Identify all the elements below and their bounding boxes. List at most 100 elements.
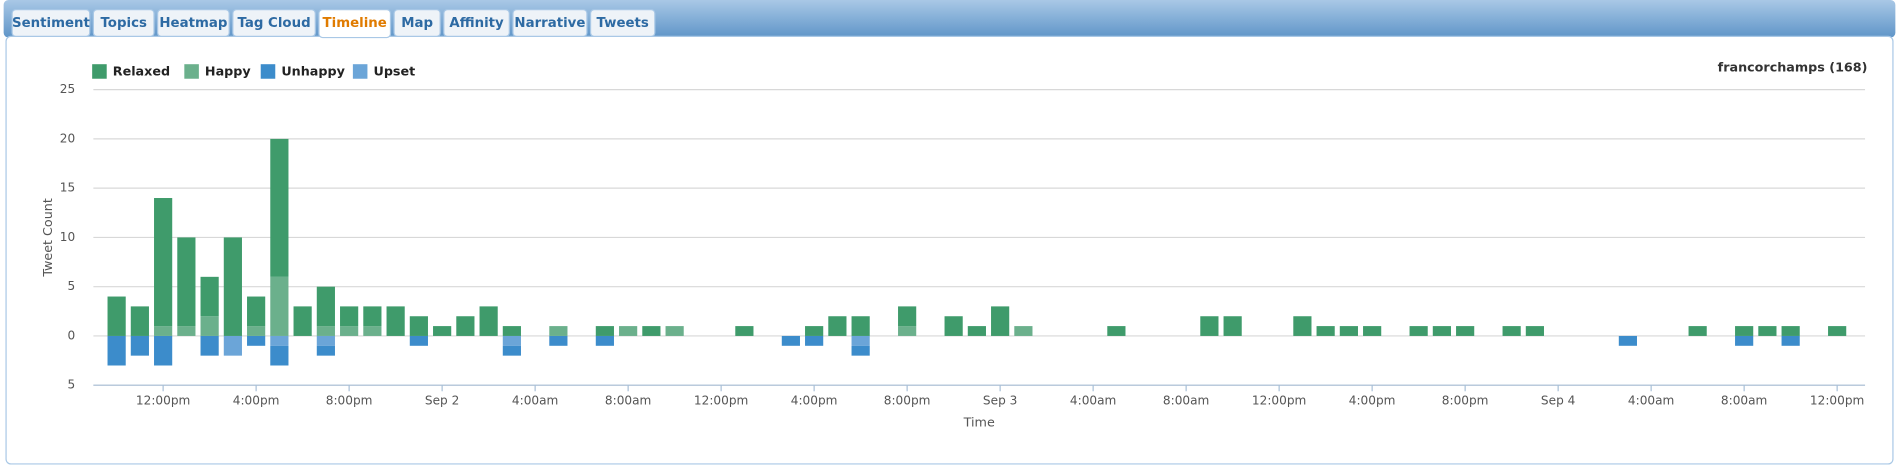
bar-segment <box>1339 326 1358 336</box>
bar-segment <box>1781 326 1800 336</box>
bar-segment <box>1735 326 1754 336</box>
bar-segment <box>502 345 521 356</box>
bar-segment <box>340 326 359 336</box>
x-tick-label: Sep 2 <box>425 393 459 407</box>
bar-segment <box>619 326 638 336</box>
tab[interactable] <box>512 9 588 37</box>
chart-subtitle: francorchamps (168) <box>1718 59 1868 74</box>
bar-segment <box>898 306 917 327</box>
x-tick-label: 4:00pm <box>233 393 280 407</box>
bar-segment <box>316 335 335 346</box>
bar-segment <box>1107 326 1126 336</box>
bar-segment <box>1432 326 1451 336</box>
x-tick-label: 8:00pm <box>326 393 373 407</box>
bar-segment <box>247 296 266 327</box>
bar-segment <box>898 326 917 336</box>
tab[interactable] <box>318 9 392 39</box>
bar-segment <box>1014 326 1033 336</box>
bar-segment <box>130 335 149 356</box>
bar-segment <box>502 326 521 336</box>
tab-label[interactable]: Tag Cloud <box>237 16 310 31</box>
bar-segment <box>386 306 405 336</box>
bar-segment <box>409 335 428 346</box>
bar-segment <box>805 335 824 346</box>
tab[interactable] <box>393 9 441 37</box>
bar-segment <box>1828 326 1847 336</box>
legend-label: Unhappy <box>281 64 345 79</box>
bar-segment <box>502 335 521 346</box>
bar-segment <box>1200 316 1219 336</box>
bar-segment <box>1223 316 1242 336</box>
tab[interactable] <box>589 9 656 37</box>
bar-segment <box>735 326 754 336</box>
bar-segment <box>1618 335 1637 346</box>
tab-label[interactable]: Topics <box>100 16 147 31</box>
bar-segment <box>363 326 382 336</box>
tab-label[interactable]: Tweets <box>597 16 649 31</box>
tab-label[interactable]: Heatmap <box>159 16 227 31</box>
bar-segment <box>595 335 614 346</box>
legend-swatch <box>92 64 107 79</box>
tab-label[interactable]: Narrative <box>514 16 585 31</box>
bar-segment <box>1525 326 1544 336</box>
y-tick-label: 15 <box>60 181 75 195</box>
bar-segment <box>316 326 335 336</box>
bar-segment <box>107 335 126 366</box>
x-tick-label: 4:00am <box>1628 393 1674 407</box>
bar-segment <box>154 326 173 336</box>
bar-segment <box>1363 326 1382 336</box>
bar-segment <box>107 296 126 336</box>
bar-segment <box>270 276 289 336</box>
y-tick-label: 10 <box>60 230 75 244</box>
bar-segment <box>177 237 196 327</box>
tab[interactable] <box>232 9 316 37</box>
x-tick-label: 4:00am <box>1070 393 1116 407</box>
bar-segment <box>944 316 963 336</box>
bar-segment <box>247 335 266 346</box>
tab-label[interactable]: Map <box>401 16 433 31</box>
bar-segment <box>130 306 149 336</box>
bar-segment <box>456 316 475 336</box>
tab-label[interactable]: Affinity <box>449 16 504 31</box>
bar-segment <box>200 335 219 356</box>
x-tick-label: 8:00pm <box>1442 393 1489 407</box>
bar-segment <box>967 326 986 336</box>
bar-segment <box>991 306 1010 336</box>
bar-segment <box>363 306 382 327</box>
bar-segment <box>316 286 335 327</box>
x-tick-label: 8:00am <box>1721 393 1767 407</box>
legend-label: Upset <box>373 64 415 79</box>
bar-segment <box>1456 326 1475 336</box>
x-tick-label: 4:00pm <box>791 393 838 407</box>
bar-segment <box>270 138 289 277</box>
bar-segment <box>1758 326 1777 336</box>
bar-segment <box>293 306 312 336</box>
x-tick-label: 12:00pm <box>1810 393 1864 407</box>
bar-segment <box>851 316 870 336</box>
tab[interactable] <box>11 9 91 37</box>
bar-segment <box>409 316 428 336</box>
bar-segment <box>1781 335 1800 346</box>
y-axis-label: Tweet Count <box>40 198 55 277</box>
tab[interactable] <box>443 9 510 37</box>
y-tick-label: 5 <box>67 378 75 392</box>
tab[interactable] <box>92 9 155 37</box>
bar-segment <box>200 316 219 336</box>
legend-label: Happy <box>205 64 251 79</box>
legend-swatch <box>260 64 276 79</box>
legend-swatch <box>184 64 199 79</box>
bar-segment <box>1502 326 1521 336</box>
bar-segment <box>479 306 498 336</box>
tab-label[interactable]: Sentiment <box>12 16 91 31</box>
bar-segment <box>433 326 452 336</box>
bar-segment <box>200 276 219 317</box>
x-tick-label: 12:00pm <box>694 393 748 407</box>
bar-segment <box>549 326 568 336</box>
bar-segment <box>851 335 870 346</box>
x-tick-label: 4:00am <box>512 393 558 407</box>
x-tick-label: 8:00pm <box>884 393 931 407</box>
bar-segment <box>1409 326 1428 336</box>
tab[interactable] <box>157 9 230 37</box>
tab-label[interactable]: Timeline <box>323 16 387 31</box>
